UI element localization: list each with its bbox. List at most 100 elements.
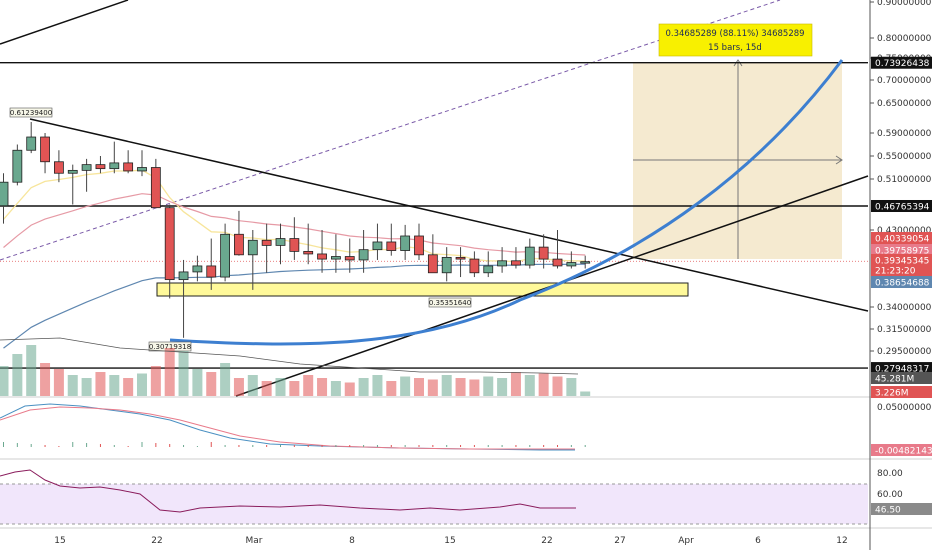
macd-hist-bar — [99, 444, 101, 447]
candle-body — [317, 253, 327, 260]
axis-tag-level1: 0.73926438 — [871, 56, 932, 69]
candle-body — [40, 136, 50, 163]
axis-tag-macd-bg — [871, 444, 932, 456]
trendline-descending — [29, 118, 869, 312]
price-tick-label: 0.80000000 — [877, 34, 932, 44]
axis-tag-last-price: 0.39345345 — [871, 254, 932, 267]
high-label-text: 0.61239400 — [10, 109, 52, 117]
date-label: 12 — [836, 536, 847, 546]
volume-bar — [524, 375, 535, 396]
rsi-line — [0, 469, 576, 513]
volume-bar — [483, 376, 494, 396]
volume-bar — [81, 378, 92, 396]
axis-tag-level4-bg — [871, 244, 932, 256]
volume-bar — [441, 375, 452, 396]
candle-body — [67, 169, 78, 174]
candle-body — [54, 161, 64, 174]
volume-bar — [233, 378, 244, 396]
candle-body — [330, 256, 341, 260]
macd-histogram — [3, 442, 586, 447]
measure-tooltip-line1: 0.34685289 (88.11%) 34685289 — [665, 29, 804, 39]
macd-hist-bar — [307, 445, 309, 447]
macd-hist-bar — [376, 445, 378, 447]
volume-bar — [372, 375, 383, 396]
candle-body — [483, 265, 494, 274]
price-tick-label: 0.59000000 — [877, 129, 932, 139]
axis-tag-volume: 45.281M — [871, 372, 932, 385]
volume-bar — [178, 351, 189, 396]
candle-body — [192, 265, 203, 273]
macd-hist-bar — [238, 445, 240, 447]
volume-bar — [566, 378, 577, 396]
macd-hist-bar — [529, 445, 531, 447]
axis-tag-volume-sub-bg — [871, 386, 932, 398]
candle-body — [511, 260, 521, 266]
price-tick-label: 0.34000000 — [877, 303, 932, 313]
axis-tag-rsi-bg — [871, 503, 932, 515]
macd-hist-bar — [432, 445, 434, 447]
volume-bar — [53, 369, 64, 396]
support-label-box — [428, 297, 472, 308]
price-tick-label: 0.65000000 — [877, 99, 932, 109]
candle-body — [206, 265, 217, 278]
support-zone — [156, 282, 689, 297]
volume-bar — [497, 378, 508, 396]
date-label: 6 — [755, 536, 761, 546]
candle-body — [469, 258, 480, 274]
volume-bar — [538, 373, 549, 396]
axis-tag-level3: 0.40339054 — [871, 232, 932, 245]
macd-hist-bar — [44, 445, 46, 447]
macd-hist-bar — [349, 445, 351, 447]
macd-hist-bar — [30, 444, 32, 447]
price-tick-label: 0.43000000 — [877, 226, 932, 236]
candle-body — [220, 233, 231, 278]
axis-tag-macd-text: -0.00482143 — [875, 447, 932, 457]
axis-tag-last-price-bg — [871, 254, 932, 266]
date-label: 15 — [54, 536, 65, 546]
macd-hist-bar — [16, 443, 18, 447]
volume-bar — [303, 375, 314, 396]
axis-tag-macd: -0.00482143 — [871, 444, 932, 457]
volume-bar — [95, 372, 106, 396]
axis-tag-level5-bg — [871, 276, 932, 288]
volume-bar — [109, 375, 120, 396]
volume-bar — [414, 378, 424, 396]
macd-hist-bar — [3, 442, 4, 447]
macd-hist-bar — [321, 445, 323, 447]
candle-body — [414, 235, 424, 256]
candle-body — [455, 256, 466, 260]
volume-bar — [455, 378, 466, 396]
rsi-band — [0, 484, 868, 524]
candle-body — [95, 164, 106, 170]
axis-tag-volume-text: 45.281M — [875, 375, 914, 385]
projection-arrow-up — [733, 59, 743, 67]
candle-body — [164, 207, 175, 281]
candle-body — [552, 258, 563, 267]
axis-tag-level1-text: 0.73926438 — [875, 59, 930, 69]
macd-hist-bar — [266, 445, 268, 447]
candle-body — [580, 261, 591, 264]
axis-tag-countdown: 21:23:20 — [871, 264, 932, 277]
macd-hist-bar — [210, 442, 212, 447]
axis-tag-level2-text: 0.46765394 — [875, 202, 930, 212]
macd-hist-bar — [183, 445, 185, 447]
axis-tag-level6: 0.27948317 — [871, 362, 932, 375]
macd-hist-bar — [335, 445, 337, 447]
axis-tag-volume-sub: 3.226M — [871, 386, 932, 399]
candle-body — [344, 256, 355, 261]
candle-body — [538, 246, 549, 260]
volume-bars — [0, 345, 591, 396]
candle-body — [137, 167, 147, 172]
macd-hist-bar — [487, 445, 489, 447]
trendline-upper-left — [0, 0, 129, 45]
macd-hist-bar — [570, 445, 572, 447]
volume-bar — [67, 375, 78, 396]
candle-body — [372, 241, 383, 251]
volume-bar — [0, 366, 9, 396]
candle-body — [150, 167, 161, 209]
axis-tag-countdown-text: 21:23:20 — [875, 267, 916, 277]
candle-body — [427, 254, 438, 274]
volume-bar — [40, 363, 51, 396]
